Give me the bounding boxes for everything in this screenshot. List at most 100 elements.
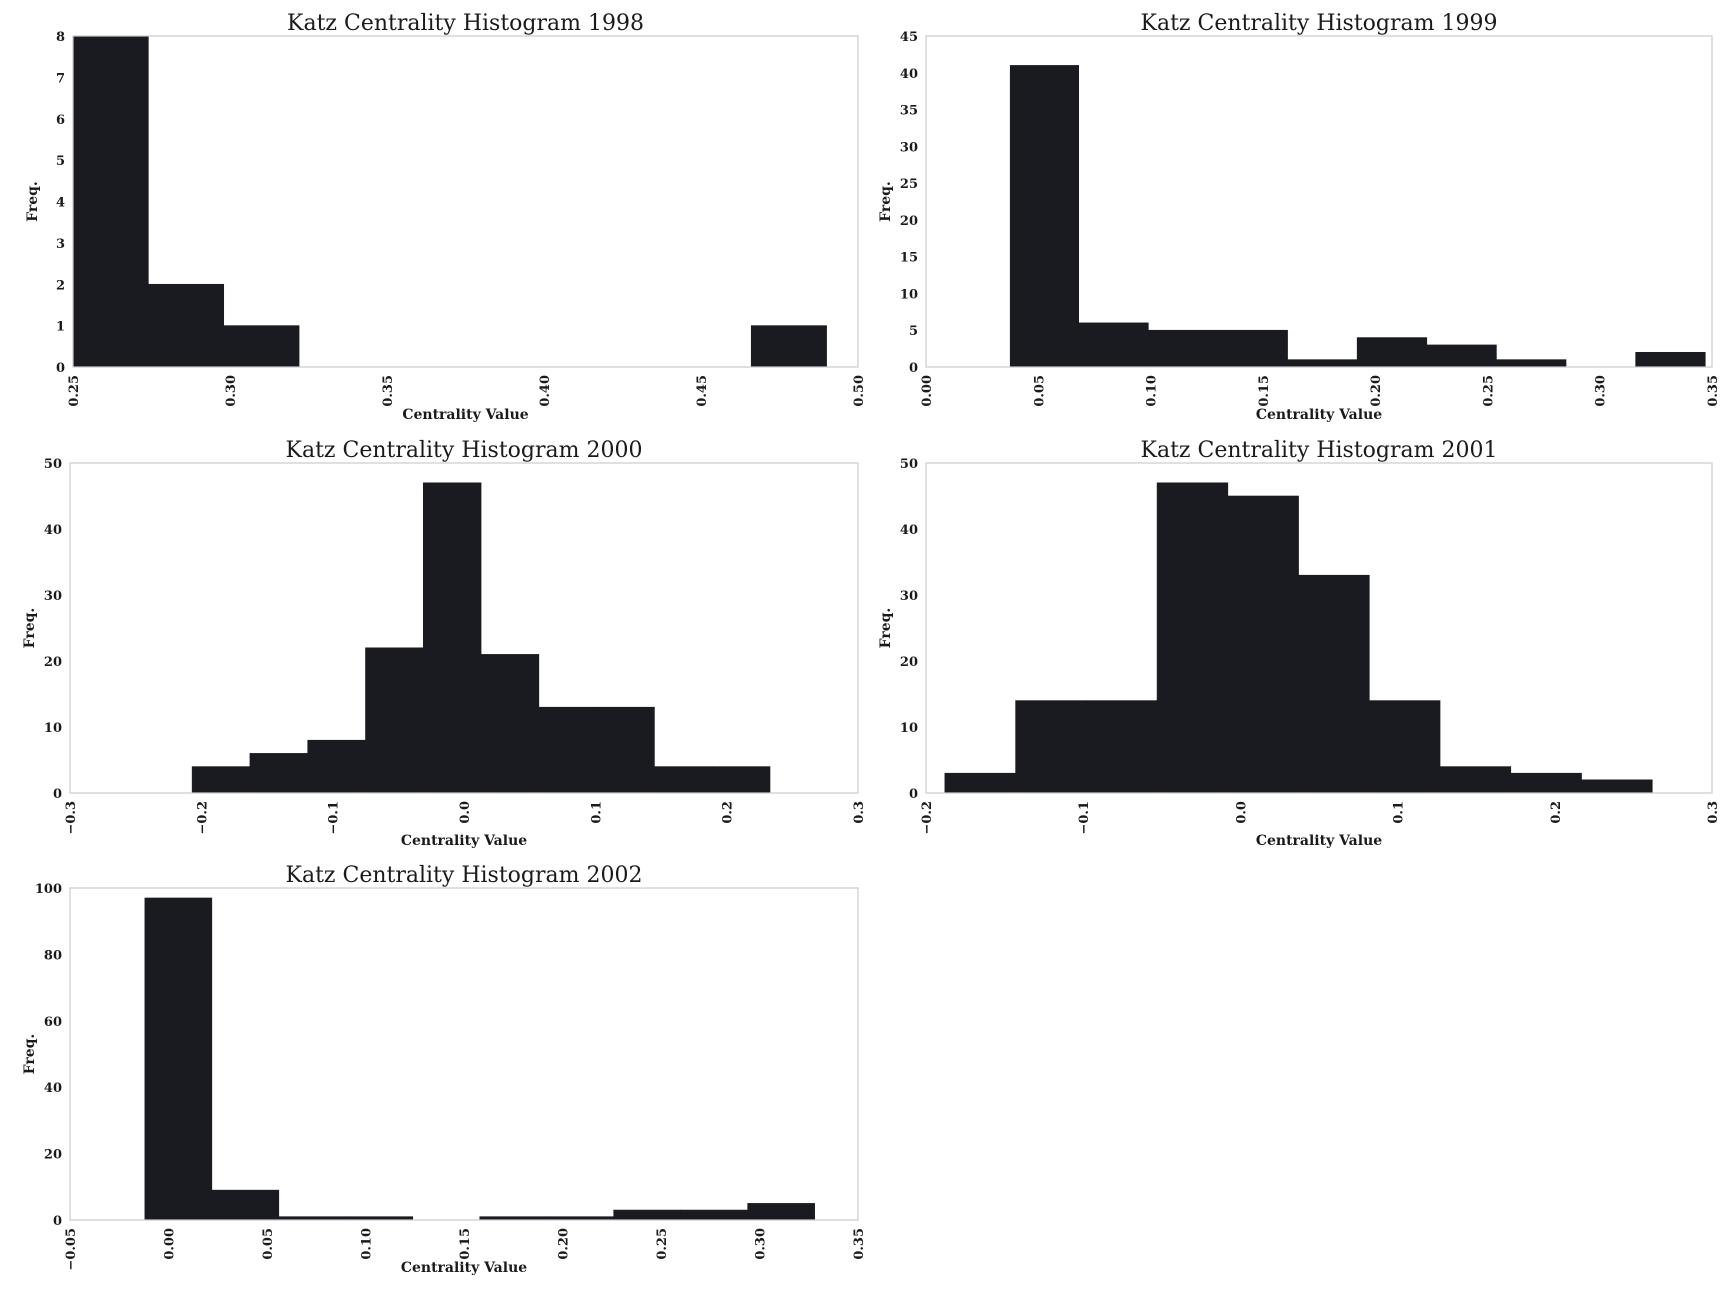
y-tick-label: 20 — [44, 1148, 62, 1163]
x-tick-label: −0.1 — [327, 801, 342, 835]
histogram-bar — [711, 766, 771, 794]
x-tick-label: 0.30 — [224, 375, 239, 407]
y-tick-label: 1 — [56, 320, 65, 335]
y-axis-label: Freq. — [25, 181, 41, 222]
histogram-bar — [1287, 359, 1358, 368]
histogram-bar — [1148, 329, 1219, 368]
histogram-bar — [1009, 65, 1080, 368]
x-tick-label: 0.20 — [557, 1228, 572, 1260]
y-tick-label: 45 — [900, 30, 918, 45]
y-axis-label: Freq. — [22, 1034, 38, 1075]
histogram-bar — [944, 772, 1016, 794]
y-tick-label: 30 — [900, 589, 918, 604]
x-tick-label: 0.20 — [1369, 375, 1384, 407]
histogram-bar — [680, 1209, 748, 1221]
plot-frame — [72, 35, 859, 368]
x-tick-label: −0.2 — [920, 801, 935, 835]
y-tick-label: 20 — [44, 655, 62, 670]
x-tick-label: 0.40 — [538, 375, 553, 407]
x-tick-label: 0.35 — [852, 1228, 867, 1260]
histogram-panel-4: Katz Centrality Histogram 2002 0 20 40 60 80 1… — [22, 863, 867, 1276]
histogram-bar — [1356, 337, 1428, 368]
y-tick-label: 5 — [909, 324, 918, 339]
histogram-bar — [1439, 766, 1512, 794]
x-tick-label: 0.2 — [1549, 801, 1564, 824]
y-tick-label: 40 — [900, 523, 918, 538]
y-tick-label: 20 — [900, 214, 918, 229]
histogram-bar — [747, 1203, 815, 1221]
y-tick-label: 8 — [56, 30, 65, 45]
y-tick-label: 40 — [44, 523, 62, 538]
y-tick-label: 3 — [56, 237, 65, 252]
histogram-bar — [1496, 359, 1567, 368]
histogram-bar — [1217, 329, 1288, 368]
y-tick-label: 25 — [900, 177, 918, 192]
histogram-bar — [223, 325, 300, 368]
histogram-bar — [1015, 700, 1087, 794]
y-tick-label: 80 — [44, 948, 62, 963]
histogram-bar — [307, 739, 366, 794]
x-tick-label: 0.3 — [852, 801, 867, 824]
x-tick-label: 0.30 — [754, 1228, 769, 1260]
x-tick-label: 0.0 — [458, 801, 473, 824]
histogram-bar — [1156, 482, 1229, 794]
histogram-bar — [422, 482, 482, 794]
histogram-bar — [1086, 700, 1158, 794]
histogram-bar — [148, 283, 225, 368]
histogram-bar — [249, 753, 309, 794]
histogram-bar — [1426, 344, 1497, 368]
chart-title: Katz Centrality Histogram 1999 — [1141, 11, 1498, 36]
x-tick-label: 0.05 — [261, 1228, 276, 1260]
y-tick-label: 100 — [35, 882, 62, 897]
x-tick-label: 0.35 — [1706, 375, 1721, 407]
x-tick-label: 0.15 — [1257, 375, 1272, 407]
histogram-bar — [480, 654, 540, 794]
y-tick-label: 4 — [56, 196, 65, 211]
chart-title: Katz Centrality Histogram 1998 — [287, 11, 644, 36]
chart-title: Katz Centrality Histogram 2001 — [1141, 438, 1498, 463]
y-tick-label: 10 — [900, 287, 918, 302]
plot-frame — [69, 462, 859, 794]
x-axis-label: Centrality Value — [401, 833, 527, 849]
y-tick-label: 0 — [56, 361, 65, 376]
x-tick-label: 0.35 — [381, 375, 396, 407]
histogram-bar — [654, 766, 713, 794]
y-tick-label: 30 — [900, 140, 918, 155]
x-axis-label: Centrality Value — [401, 1260, 527, 1276]
x-tick-label: 0.25 — [1481, 375, 1496, 407]
y-tick-label: 50 — [44, 457, 62, 472]
x-tick-label: 0.1 — [589, 801, 604, 824]
y-tick-label: 0 — [53, 787, 62, 802]
x-tick-label: 0.3 — [1706, 801, 1721, 824]
x-tick-label: 0.25 — [67, 375, 82, 407]
x-tick-label: −0.2 — [195, 801, 210, 835]
x-tick-label: 0.05 — [1032, 375, 1047, 407]
plot-frame — [925, 462, 1713, 794]
x-tick-label: 0.00 — [163, 1228, 178, 1260]
x-tick-label: 0.10 — [1145, 375, 1160, 407]
x-tick-label: 0.25 — [655, 1228, 670, 1260]
histogram-bar — [538, 706, 597, 794]
histogram-panel-3: Katz Centrality Histogram 2001 0 10 20 30 40 5… — [878, 438, 1721, 849]
x-tick-label: 0.2 — [721, 801, 736, 824]
y-tick-label: 0 — [53, 1214, 62, 1229]
histogram-panel-2: Katz Centrality Histogram 2000 0 10 20 30 40 5… — [22, 438, 867, 849]
y-tick-label: 30 — [44, 589, 62, 604]
x-axis-label: Centrality Value — [1256, 833, 1382, 849]
y-tick-label: 0 — [909, 361, 918, 376]
y-tick-label: 5 — [56, 154, 65, 169]
histogram-bar — [1581, 779, 1653, 794]
y-axis-label: Freq. — [22, 608, 38, 649]
y-tick-label: 20 — [900, 655, 918, 670]
x-tick-label: −0.1 — [1077, 801, 1092, 835]
plot-frame — [925, 35, 1713, 368]
histogram-bar — [750, 325, 827, 368]
histogram-bar — [613, 1209, 681, 1221]
histogram-bar — [1227, 495, 1299, 794]
y-tick-label: 60 — [44, 1015, 62, 1030]
histogram-bar — [1635, 351, 1706, 368]
histogram-bar — [365, 647, 424, 794]
histogram-bar — [144, 897, 213, 1221]
x-tick-label: 0.1 — [1392, 801, 1407, 824]
histogram-bar — [596, 706, 655, 794]
